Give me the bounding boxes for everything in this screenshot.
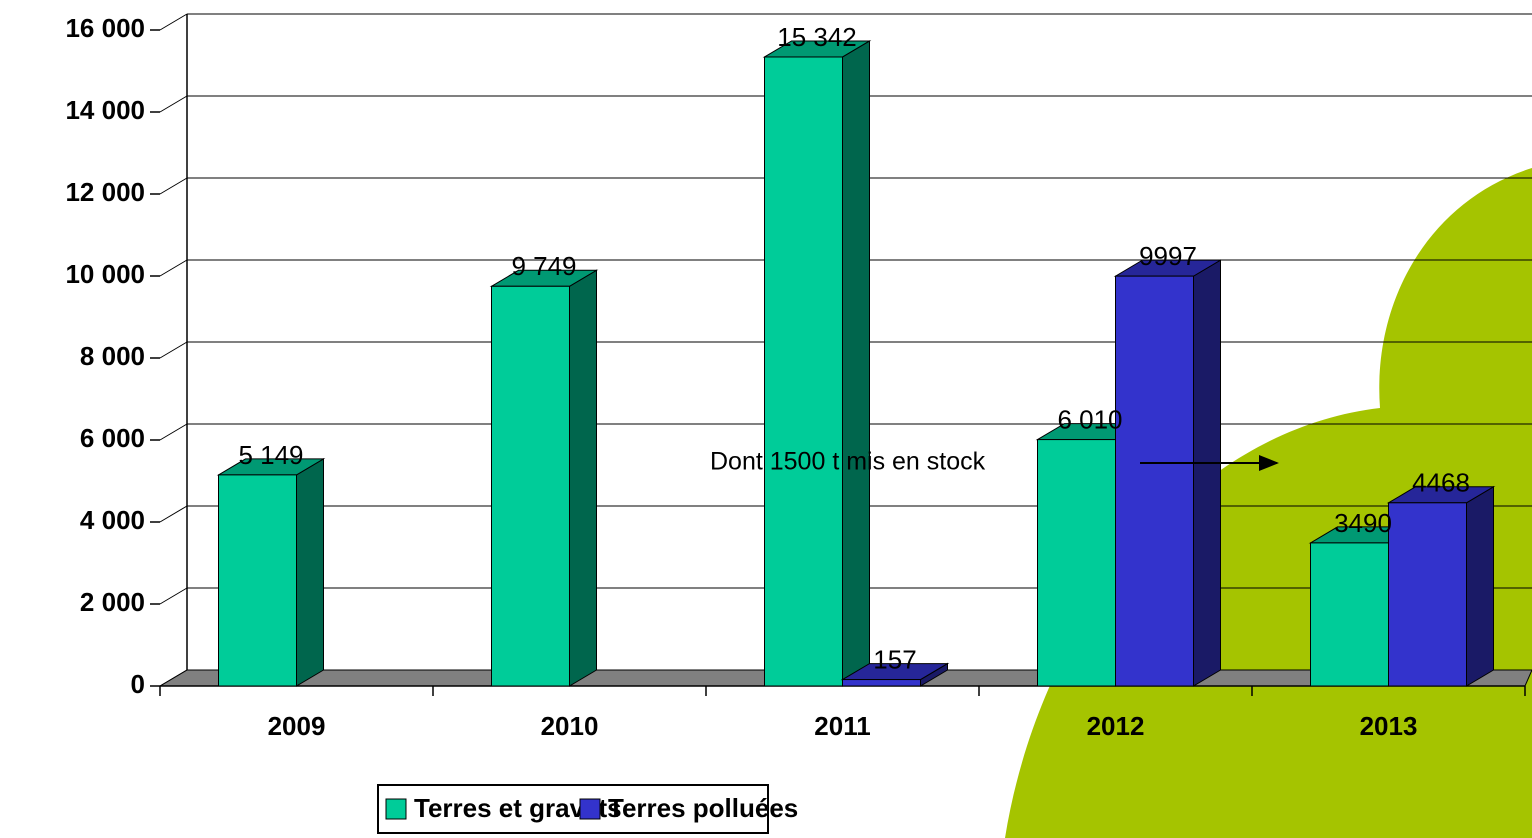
value-label: 15 342 <box>777 22 857 52</box>
bar <box>491 285 570 687</box>
bar-side <box>569 269 597 687</box>
value-label: 5 149 <box>238 440 303 470</box>
value-label: 6 010 <box>1057 404 1122 434</box>
x-tick-label: 2012 <box>1087 711 1145 741</box>
bar-side <box>1193 259 1221 687</box>
y-tick-label: 12 000 <box>65 177 145 207</box>
back-connector <box>159 423 188 441</box>
back-connector <box>159 505 188 523</box>
legend-swatch <box>385 798 407 820</box>
back-connector <box>159 177 188 195</box>
value-label: 9 749 <box>511 251 576 281</box>
value-label: 3490 <box>1334 508 1392 538</box>
value-label: 4468 <box>1412 468 1470 498</box>
y-tick-label: 2 000 <box>80 587 145 617</box>
value-label: 9997 <box>1139 241 1197 271</box>
bar <box>218 474 297 687</box>
legend <box>377 784 769 834</box>
bar-side <box>842 40 870 687</box>
legend-label: Terres polluées <box>608 793 798 823</box>
legend-swatch <box>579 798 601 820</box>
x-tick-label: 2011 <box>814 711 870 741</box>
y-tick-label: 8 000 <box>80 341 145 371</box>
back-connector <box>159 259 188 277</box>
y-tick-label: 14 000 <box>65 95 145 125</box>
back-connector <box>159 341 188 359</box>
back-connector <box>159 669 188 687</box>
back-connector <box>159 587 188 605</box>
plot: 0 2 000 4 000 6 000 8 000 10 000 12 000 14 000 1… <box>65 13 1532 741</box>
bar-side <box>1466 485 1494 687</box>
x-tick-label: 2013 <box>1360 711 1418 741</box>
x-tick-label: 2010 <box>541 711 599 741</box>
bar <box>1037 439 1116 687</box>
bar-side <box>296 458 324 687</box>
bar <box>764 56 843 687</box>
annotation: Dont 1500 t mis en stock <box>710 448 986 476</box>
y-tick-label: 10 000 <box>65 259 145 289</box>
y-tick-label: 0 <box>131 669 145 699</box>
x-tick-label: 2009 <box>268 711 326 741</box>
y-tick-label: 16 000 <box>65 13 145 43</box>
value-label: 157 <box>873 644 916 674</box>
y-tick-label: 6 000 <box>80 423 145 453</box>
bar <box>1388 502 1467 687</box>
y-tick-label: 4 000 <box>80 505 145 535</box>
back-connector <box>159 95 188 113</box>
bar <box>1310 542 1389 687</box>
back-connector <box>159 13 188 31</box>
bar <box>1115 275 1194 687</box>
bar <box>842 679 921 687</box>
